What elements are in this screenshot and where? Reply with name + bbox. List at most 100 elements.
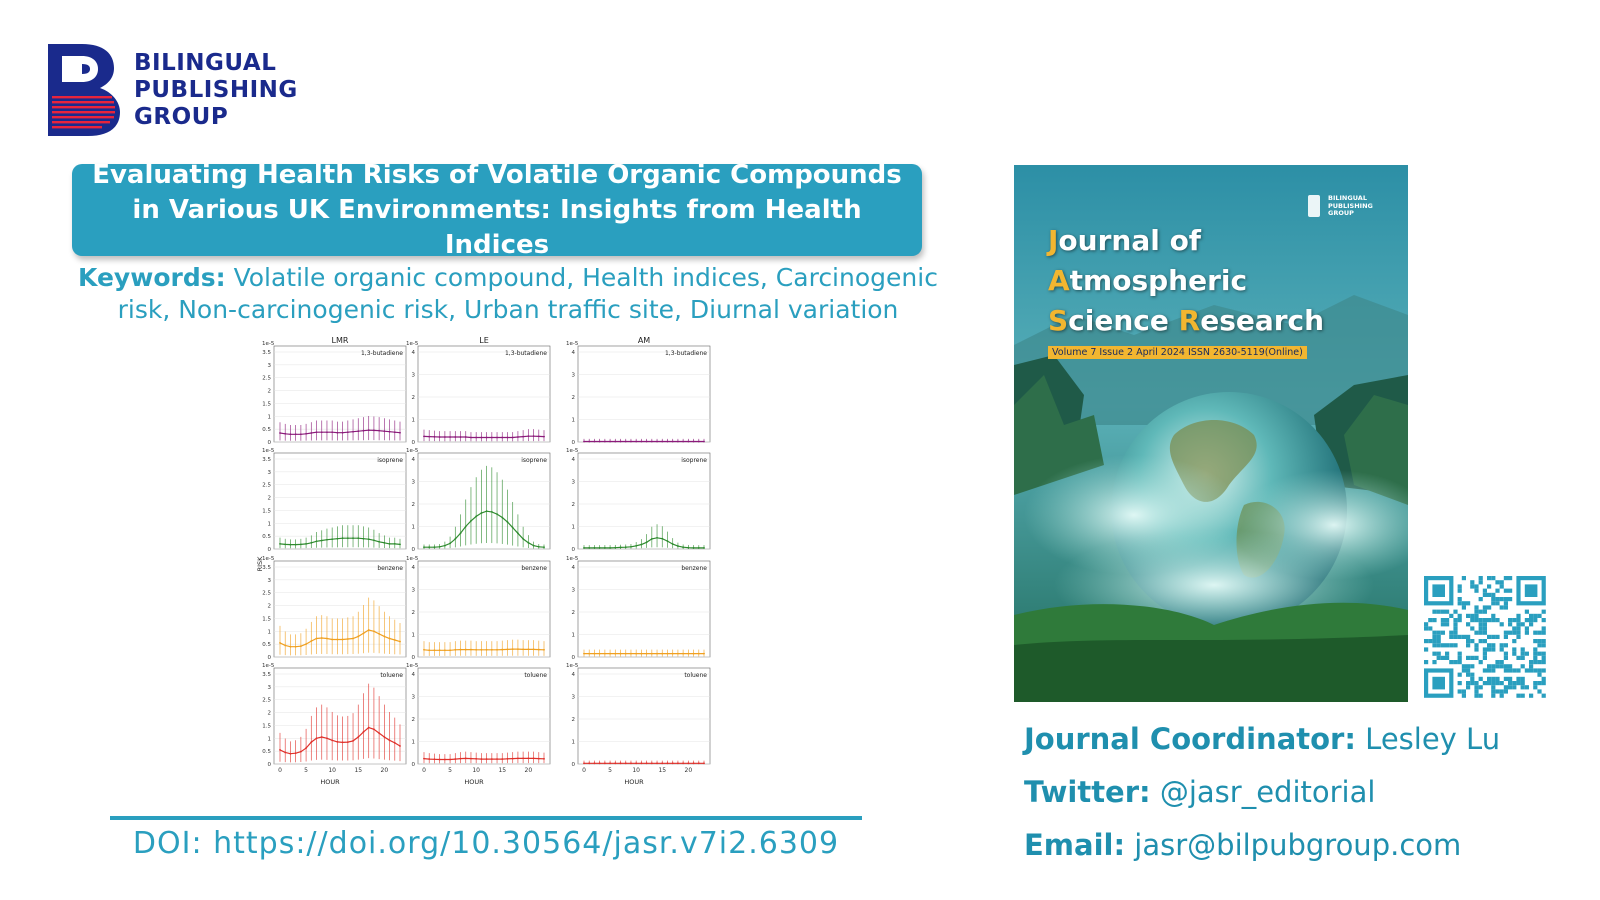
qr-module [1482,626,1487,631]
qr-module [1487,643,1492,648]
qr-module [1428,618,1433,623]
qr-module [1482,651,1487,656]
qr-module [1537,643,1542,648]
qr-module [1499,622,1504,627]
qr-module [1436,639,1441,644]
title-initial: S [1048,304,1069,337]
twitter-label: Twitter: [1024,775,1151,809]
y-tick-label: 2.5 [262,698,271,704]
compound-label: isoprene [681,457,707,464]
compound-label: 1,3-butadiene [505,350,547,357]
qr-module [1478,693,1483,698]
y-tick-label: 2 [572,610,576,616]
qr-module [1457,681,1462,686]
qr-module [1512,681,1517,686]
qr-module [1474,613,1479,618]
qr-module [1440,622,1445,627]
qr-module [1428,626,1433,631]
qr-code[interactable] [1424,576,1548,698]
qr-module [1491,613,1496,618]
x-tick-label: 10 [632,767,640,774]
series-line [279,537,401,546]
y-tick-label: 2 [268,389,272,395]
publisher-name-line: PUBLISHING [134,77,298,103]
qr-module [1541,618,1546,623]
panel-frame [577,452,711,550]
y-tick-label: 3.5 [262,565,271,571]
qr-module [1512,618,1517,623]
qr-module [1533,660,1538,665]
qr-module [1503,634,1508,639]
qr-module [1466,668,1471,673]
qr-module [1487,676,1492,681]
qr-module [1516,655,1521,660]
y-tick-label: 1 [412,740,416,746]
qr-module [1508,618,1513,623]
coordinator-line: Journal Coordinator: Lesley Lu [1024,722,1500,756]
series-line [423,648,545,651]
qr-module [1524,626,1529,631]
qr-module [1474,588,1479,593]
x-tick-label: 15 [658,767,666,774]
qr-module [1487,664,1492,669]
qr-module [1474,689,1479,694]
qr-module [1533,651,1538,656]
publisher-logo: BILINGUAL PUBLISHING GROUP [48,44,348,136]
panel-frame [417,560,551,658]
y-tick-label: 0 [268,440,272,446]
qr-module [1503,676,1508,681]
qr-module [1482,605,1487,610]
qr-module [1453,618,1458,623]
qr-module [1491,693,1496,698]
y-tick-label: 1 [268,629,272,635]
panel-frame [273,452,407,550]
email-address[interactable]: jasr@bilpubgroup.com [1134,828,1462,862]
qr-module [1499,580,1504,585]
qr-module [1440,643,1445,648]
y-tick-label: 3.5 [262,672,271,678]
compound-label: benzene [681,565,707,572]
qr-module [1516,622,1521,627]
multiplier-label: 1e-5 [262,556,275,562]
y-tick-label: 0 [268,655,272,661]
x-axis-label: HOUR [464,778,484,786]
y-tick-label: 1.5 [262,616,271,622]
publisher-name-line: BILINGUAL [134,50,277,76]
compound-label: benzene [521,565,547,572]
qr-module [1436,643,1441,648]
qr-module [1474,655,1479,660]
qr-module [1508,576,1513,581]
qr-module [1503,601,1508,606]
qr-module [1466,685,1471,690]
y-tick-label: 3 [572,588,576,594]
y-tick-label: 1 [572,525,576,531]
multiplier-label: 1e-5 [566,341,579,347]
qr-module [1487,634,1492,639]
qr-module [1449,634,1454,639]
qr-module [1537,681,1542,686]
qr-module [1457,584,1462,589]
qr-module [1470,618,1475,623]
qr-module [1524,651,1529,656]
qr-module [1461,634,1466,639]
qr-module [1457,601,1462,606]
twitter-handle[interactable]: @jasr_editorial [1159,775,1376,809]
qr-module [1503,576,1508,581]
cover-artwork [1014,165,1408,702]
compound-label: 1,3-butadiene [361,350,403,357]
qr-module [1461,664,1466,669]
qr-module [1516,676,1521,681]
qr-module [1503,643,1508,648]
y-tick-label: 2 [572,717,576,723]
qr-module [1529,613,1534,618]
qr-module [1478,626,1483,631]
qr-module [1541,681,1546,686]
qr-module [1449,643,1454,648]
qr-module [1440,630,1445,635]
qr-module [1520,622,1525,627]
doi-link[interactable]: DOI: https://doi.org/10.30564/jasr.v7i2.… [132,826,840,861]
x-tick-label: 20 [525,767,533,774]
panel-frame [273,667,407,765]
y-axis-label: RISK [256,556,264,572]
x-axis-label: HOUR [624,778,644,786]
